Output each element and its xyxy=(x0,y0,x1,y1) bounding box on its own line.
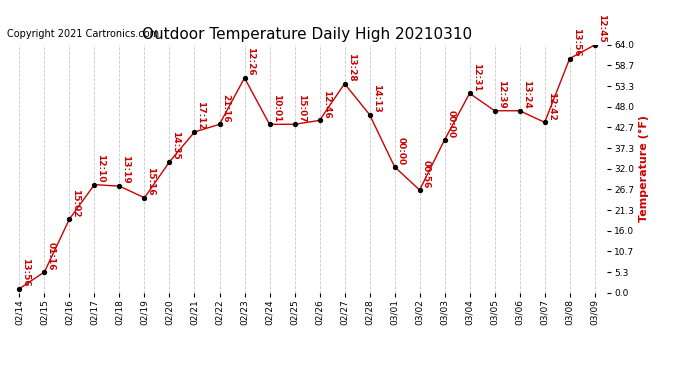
Text: 01:16: 01:16 xyxy=(46,242,55,270)
Point xyxy=(214,121,225,127)
Point xyxy=(139,195,150,201)
Text: 12:46: 12:46 xyxy=(322,90,331,118)
Text: 17:12: 17:12 xyxy=(197,101,206,130)
Text: 10:01: 10:01 xyxy=(272,94,281,122)
Text: 00:00: 00:00 xyxy=(446,110,455,138)
Text: 12:10: 12:10 xyxy=(97,154,106,183)
Point xyxy=(514,108,525,114)
Text: 13:56: 13:56 xyxy=(21,258,30,287)
Point xyxy=(14,286,25,292)
Text: 14:35: 14:35 xyxy=(172,131,181,160)
Title: Outdoor Temperature Daily High 20210310: Outdoor Temperature Daily High 20210310 xyxy=(142,27,472,42)
Text: 15:07: 15:07 xyxy=(297,94,306,122)
Point xyxy=(339,81,350,87)
Point xyxy=(239,75,250,81)
Text: 12:31: 12:31 xyxy=(472,63,481,92)
Text: 15:16: 15:16 xyxy=(146,167,155,196)
Point xyxy=(89,182,100,188)
Text: 12:26: 12:26 xyxy=(246,47,255,76)
Text: 13:28: 13:28 xyxy=(346,53,355,82)
Point xyxy=(389,164,400,170)
Text: 00:00: 00:00 xyxy=(397,137,406,165)
Point xyxy=(364,112,375,118)
Point xyxy=(564,56,575,62)
Point xyxy=(539,119,550,125)
Text: 00:56: 00:56 xyxy=(422,160,431,188)
Point xyxy=(114,183,125,189)
Text: 15:02: 15:02 xyxy=(72,189,81,217)
Point xyxy=(439,137,450,143)
Text: 12:42: 12:42 xyxy=(546,92,555,120)
Text: 21:16: 21:16 xyxy=(221,94,230,122)
Text: 14:13: 14:13 xyxy=(372,84,381,112)
Text: 13:56: 13:56 xyxy=(572,28,581,57)
Point xyxy=(164,159,175,165)
Point xyxy=(189,129,200,135)
Text: Copyright 2021 Cartronics.com: Copyright 2021 Cartronics.com xyxy=(7,29,159,39)
Point xyxy=(289,121,300,127)
Point xyxy=(39,269,50,275)
Point xyxy=(464,90,475,96)
Text: 13:24: 13:24 xyxy=(522,80,531,109)
Y-axis label: Temperature (°F): Temperature (°F) xyxy=(638,115,649,222)
Point xyxy=(414,187,425,193)
Point xyxy=(64,216,75,222)
Point xyxy=(314,117,325,123)
Point xyxy=(589,42,600,48)
Point xyxy=(489,108,500,114)
Text: 13:19: 13:19 xyxy=(121,156,130,184)
Text: 12:45: 12:45 xyxy=(597,14,606,43)
Point xyxy=(264,121,275,127)
Text: 12:39: 12:39 xyxy=(497,80,506,109)
